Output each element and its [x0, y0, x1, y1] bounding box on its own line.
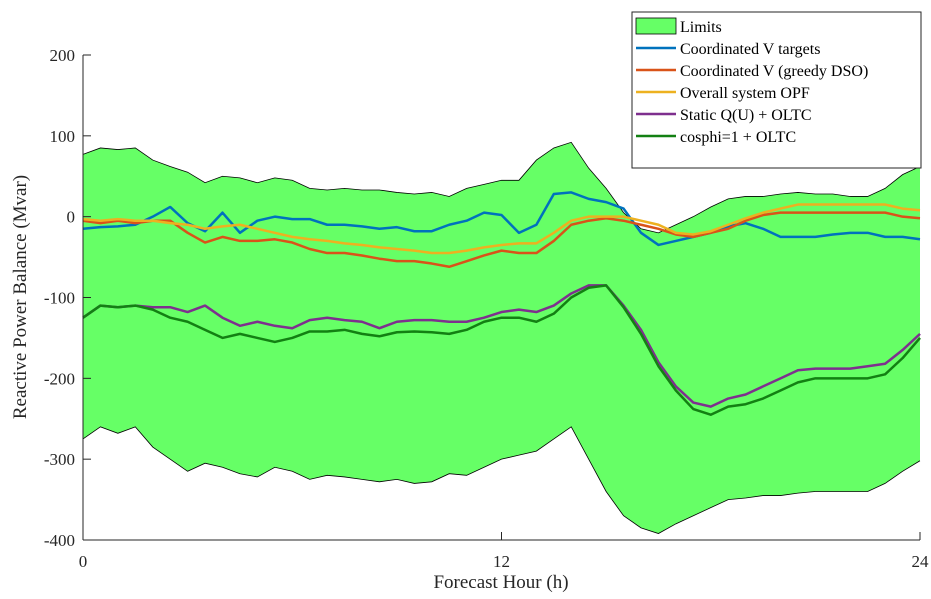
- legend-label: Limits: [680, 19, 722, 36]
- legend-label: Static Q(U) + OLTC: [680, 107, 812, 124]
- y-tick-label: 100: [50, 127, 76, 146]
- limits-lower-edge: [82, 426, 921, 534]
- series-line: [82, 211, 921, 269]
- x-tick-label: 0: [79, 552, 88, 571]
- limits-upper-edge: [82, 141, 921, 234]
- y-tick-label: 200: [50, 46, 76, 65]
- y-tick-label: -100: [44, 289, 75, 308]
- legend-label: Coordinated V (greedy DSO): [680, 63, 868, 80]
- legend-label: cosphi=1 + OLTC: [680, 129, 796, 146]
- legend-box: [631, 11, 922, 169]
- legend-swatch: [635, 17, 677, 35]
- x-tick-label: 12: [493, 552, 510, 571]
- y-axis-label: Reactive Power Balance (Mvar): [10, 175, 31, 419]
- legend-label: Overall system OPF: [680, 85, 810, 102]
- y-tick-label: -300: [44, 450, 75, 469]
- series-line: [82, 203, 921, 255]
- x-axis-label: Forecast Hour (h): [433, 572, 568, 593]
- y-tick-label: -200: [44, 369, 75, 388]
- series-line: [82, 284, 921, 408]
- series-line: [82, 284, 921, 416]
- plot-area: [82, 141, 921, 534]
- x-tick-label: 24: [912, 552, 930, 571]
- limits-band: [83, 142, 920, 534]
- y-tick-label: 0: [67, 208, 76, 227]
- series-line: [82, 191, 921, 247]
- y-tick-label: -400: [44, 531, 75, 550]
- legend-label: Coordinated V targets: [680, 41, 820, 58]
